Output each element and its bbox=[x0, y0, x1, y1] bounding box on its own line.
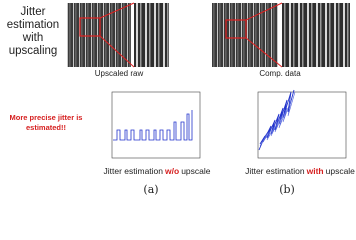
caption-highlight: with bbox=[306, 166, 324, 176]
image-caption: Comp. data bbox=[259, 69, 301, 78]
plot-b bbox=[257, 89, 347, 159]
panel-label: (b) bbox=[279, 183, 295, 196]
image-b bbox=[212, 2, 350, 68]
caption-text: Jitter estimation bbox=[103, 166, 164, 176]
figure-graphics bbox=[67, 2, 350, 159]
image-a bbox=[67, 2, 169, 68]
plot-a bbox=[111, 91, 201, 159]
caption-text: upscale bbox=[181, 166, 211, 176]
image-caption: Upscaled raw bbox=[94, 69, 144, 78]
left-label: Jitter estimation with upscaling bbox=[6, 6, 60, 57]
page: {"left_label": "Jitter estimation with u… bbox=[6, 2, 356, 196]
annotation: More precise jitter is estimated!! bbox=[9, 113, 83, 132]
caption-text: upscale bbox=[325, 166, 355, 176]
caption-highlight: w/o bbox=[165, 166, 180, 176]
caption-text: Jitter estimation bbox=[245, 166, 305, 176]
panel-label: (a) bbox=[143, 183, 159, 196]
plot-caption: Jitter estimation with upscale bbox=[230, 166, 356, 176]
plot-caption: Jitter estimation w/o upscale bbox=[87, 166, 227, 176]
